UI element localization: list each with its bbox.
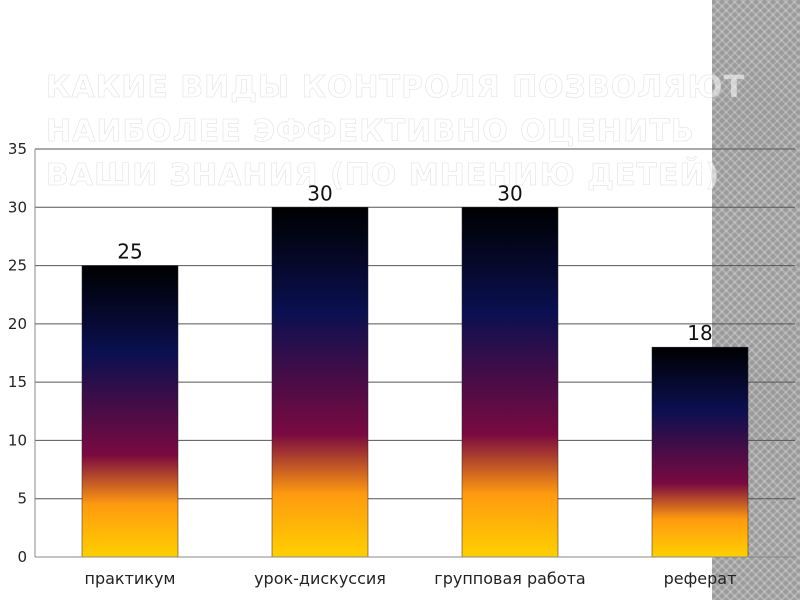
category-label: урок-дискуссия [254, 569, 386, 588]
bar-4 [651, 346, 749, 558]
y-tick-label: 5 [17, 490, 27, 508]
y-tick-label: 15 [8, 373, 27, 391]
data-label: 30 [497, 181, 522, 205]
y-tick-label: 30 [8, 198, 27, 216]
axes [34, 149, 795, 558]
category-label: групповая работа [434, 569, 585, 588]
category-labels: практикум урок-дискуссия групповая работа р… [84, 569, 736, 588]
slide-title: Какие виды контроля позволяют наиболее э… [46, 70, 746, 194]
category-label: практикум [84, 569, 175, 588]
y-tick-labels: 0 5 10 15 20 25 30 35 [8, 140, 27, 566]
data-labels: 25 30 30 18 [117, 181, 712, 345]
data-label: 18 [687, 321, 712, 345]
bars [81, 207, 749, 558]
category-label: реферат [664, 569, 737, 588]
y-tick-label: 10 [8, 431, 27, 449]
bar-2 [271, 207, 369, 558]
data-label: 30 [307, 181, 332, 205]
bar-1 [81, 265, 179, 558]
y-tick-label: 25 [8, 257, 27, 275]
y-tick-label: 0 [17, 548, 27, 566]
y-tick-label: 20 [8, 315, 27, 333]
data-label: 25 [117, 240, 142, 264]
bar-3 [461, 207, 559, 558]
y-tick-label: 35 [8, 140, 27, 158]
